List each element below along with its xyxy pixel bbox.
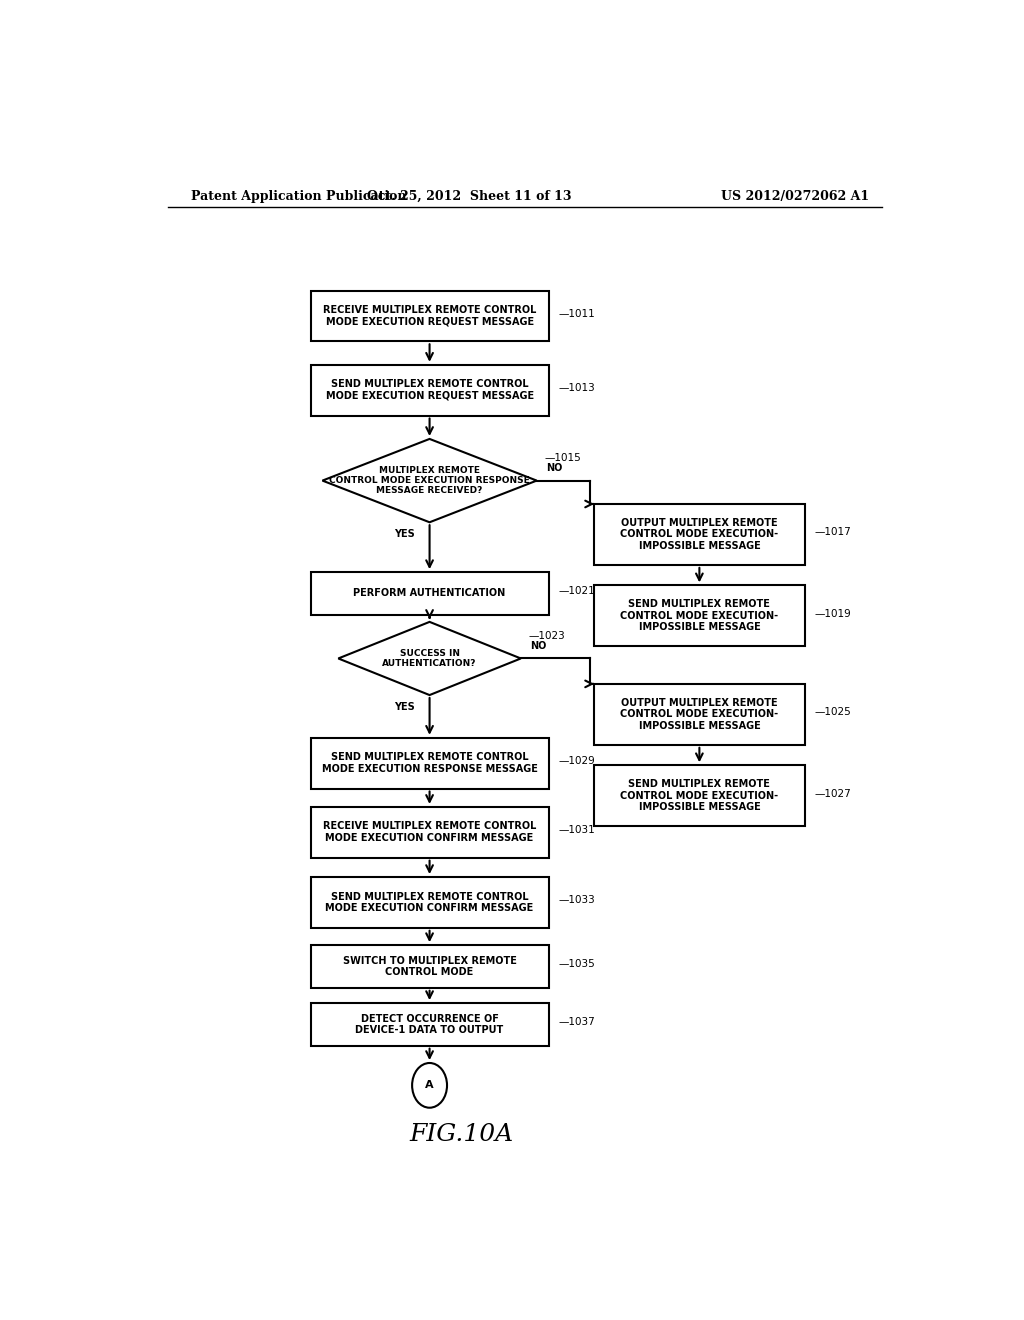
Text: PERFORM AUTHENTICATION: PERFORM AUTHENTICATION	[353, 589, 506, 598]
Text: OUTPUT MULTIPLEX REMOTE
CONTROL MODE EXECUTION-
IMPOSSIBLE MESSAGE: OUTPUT MULTIPLEX REMOTE CONTROL MODE EXE…	[621, 517, 778, 550]
Polygon shape	[310, 807, 549, 858]
Text: —1013: —1013	[558, 383, 595, 393]
Polygon shape	[310, 290, 549, 342]
Text: —1023: —1023	[528, 631, 565, 642]
Text: MULTIPLEX REMOTE
CONTROL MODE EXECUTION RESPONSE
MESSAGE RECEIVED?: MULTIPLEX REMOTE CONTROL MODE EXECUTION …	[329, 466, 530, 495]
Text: Patent Application Publication: Patent Application Publication	[191, 190, 407, 202]
Polygon shape	[594, 766, 805, 826]
Text: —1021: —1021	[558, 586, 595, 597]
Text: —1027: —1027	[814, 788, 851, 799]
Text: SEND MULTIPLEX REMOTE CONTROL
MODE EXECUTION REQUEST MESSAGE: SEND MULTIPLEX REMOTE CONTROL MODE EXECU…	[326, 379, 534, 401]
Text: SWITCH TO MULTIPLEX REMOTE
CONTROL MODE: SWITCH TO MULTIPLEX REMOTE CONTROL MODE	[343, 956, 516, 977]
Text: —1033: —1033	[558, 895, 595, 906]
Text: Oct. 25, 2012  Sheet 11 of 13: Oct. 25, 2012 Sheet 11 of 13	[367, 190, 571, 202]
Text: YES: YES	[394, 529, 415, 540]
Text: —1019: —1019	[814, 609, 851, 619]
Text: —1011: —1011	[558, 309, 595, 319]
Text: RECEIVE MULTIPLEX REMOTE CONTROL
MODE EXECUTION CONFIRM MESSAGE: RECEIVE MULTIPLEX REMOTE CONTROL MODE EX…	[323, 821, 537, 843]
Polygon shape	[323, 440, 537, 523]
Text: —1035: —1035	[558, 960, 595, 969]
Text: RECEIVE MULTIPLEX REMOTE CONTROL
MODE EXECUTION REQUEST MESSAGE: RECEIVE MULTIPLEX REMOTE CONTROL MODE EX…	[323, 305, 537, 327]
Text: YES: YES	[394, 702, 415, 713]
Polygon shape	[310, 738, 549, 788]
Polygon shape	[594, 684, 805, 744]
Text: NO: NO	[530, 642, 547, 651]
Text: A: A	[425, 1080, 434, 1090]
Polygon shape	[310, 572, 549, 615]
Polygon shape	[310, 364, 549, 416]
Text: —1017: —1017	[814, 528, 851, 537]
Text: SEND MULTIPLEX REMOTE
CONTROL MODE EXECUTION-
IMPOSSIBLE MESSAGE: SEND MULTIPLEX REMOTE CONTROL MODE EXECU…	[621, 779, 778, 812]
Text: —1025: —1025	[814, 708, 851, 717]
Polygon shape	[594, 585, 805, 647]
Text: DETECT OCCURRENCE OF
DEVICE-1 DATA TO OUTPUT: DETECT OCCURRENCE OF DEVICE-1 DATA TO OU…	[355, 1014, 504, 1035]
Text: SEND MULTIPLEX REMOTE
CONTROL MODE EXECUTION-
IMPOSSIBLE MESSAGE: SEND MULTIPLEX REMOTE CONTROL MODE EXECU…	[621, 599, 778, 632]
Text: —1031: —1031	[558, 825, 595, 836]
Polygon shape	[594, 504, 805, 565]
Text: SEND MULTIPLEX REMOTE CONTROL
MODE EXECUTION CONFIRM MESSAGE: SEND MULTIPLEX REMOTE CONTROL MODE EXECU…	[326, 891, 534, 913]
Text: NO: NO	[546, 463, 562, 474]
Text: SEND MULTIPLEX REMOTE CONTROL
MODE EXECUTION RESPONSE MESSAGE: SEND MULTIPLEX REMOTE CONTROL MODE EXECU…	[322, 752, 538, 774]
Text: —1015: —1015	[545, 453, 582, 463]
Polygon shape	[310, 876, 549, 928]
Text: —1037: —1037	[558, 1018, 595, 1027]
Polygon shape	[338, 622, 521, 696]
Text: US 2012/0272062 A1: US 2012/0272062 A1	[721, 190, 868, 202]
Text: SUCCESS IN
AUTHENTICATION?: SUCCESS IN AUTHENTICATION?	[382, 648, 477, 668]
Polygon shape	[310, 945, 549, 987]
Text: OUTPUT MULTIPLEX REMOTE
CONTROL MODE EXECUTION-
IMPOSSIBLE MESSAGE: OUTPUT MULTIPLEX REMOTE CONTROL MODE EXE…	[621, 698, 778, 731]
Text: —1029: —1029	[558, 756, 595, 766]
Text: FIG.10A: FIG.10A	[410, 1122, 513, 1146]
Polygon shape	[310, 1003, 549, 1045]
